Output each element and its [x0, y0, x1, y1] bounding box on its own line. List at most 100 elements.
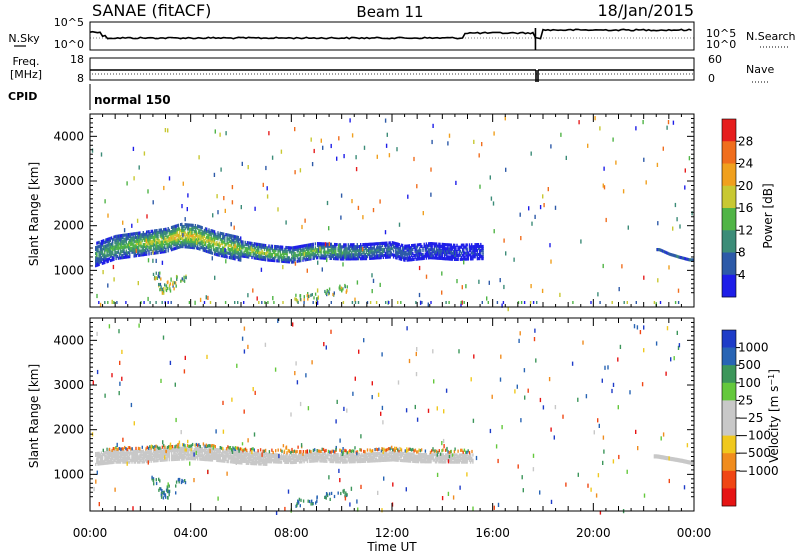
velocity-echo-cell — [226, 447, 227, 450]
power-echo-cell — [290, 246, 291, 249]
power-echo-cell — [272, 296, 273, 300]
power-echo-cell — [599, 301, 600, 304]
power-echo-cell — [228, 234, 229, 237]
power-echo-cell — [494, 229, 495, 233]
velocity-echo-cell — [174, 445, 175, 448]
velocity-ground-cell — [137, 450, 138, 453]
velocity-echo-cell — [320, 450, 321, 453]
power-echo-cell — [299, 294, 300, 297]
velocity-echo-cell — [330, 451, 331, 454]
velocity-echo-cell — [157, 446, 158, 449]
power-echo-cell — [445, 301, 446, 304]
power-echo-cell — [276, 259, 277, 262]
power-panel-frame — [90, 114, 694, 307]
power-echo-cell — [206, 295, 207, 299]
power-echo-cell — [169, 237, 170, 240]
power-colorbar-swatch — [722, 208, 736, 231]
power-echo-cell — [295, 294, 296, 297]
power-echo-cell — [346, 247, 347, 250]
noise-panel: N.Sky 10^5 10^0 10^5 10^0 N.Search — [8, 16, 795, 51]
power-echo-cell — [172, 248, 173, 251]
power-echo-cell — [370, 301, 371, 304]
power-echo-cell — [107, 214, 108, 218]
power-echo-cell — [130, 233, 131, 236]
power-echo-cell — [120, 256, 121, 259]
power-echo-cell — [172, 226, 173, 229]
power-echo-cell — [238, 248, 239, 251]
velocity-echo-cell — [183, 443, 184, 446]
power-echo-cell — [105, 244, 106, 247]
power-echo-cell — [385, 230, 386, 234]
power-echo-cell — [221, 232, 222, 235]
velocity-ground-cell — [374, 452, 375, 455]
power-echo-cell — [212, 256, 213, 260]
power-echo-cell — [590, 301, 591, 304]
velocity-echo-cell — [123, 447, 124, 450]
power-echo-cell — [176, 276, 177, 279]
power-echo-cell — [192, 234, 193, 237]
power-echo-cell — [675, 203, 676, 207]
power-echo-cell — [152, 250, 153, 254]
velocity-ground-cell — [392, 455, 393, 458]
power-echo-cell — [482, 245, 483, 248]
power-echo-cell — [318, 248, 319, 252]
velocity-echo-cell — [233, 447, 234, 450]
velocity-ground-cell — [461, 461, 462, 464]
velocity-echo-cell — [164, 446, 165, 449]
power-echo-cell — [350, 243, 351, 246]
power-echo-cell — [273, 249, 274, 252]
power-echo-cell — [107, 283, 108, 287]
power-echo-cell — [241, 250, 242, 253]
power-echo-cell — [206, 246, 207, 249]
velocity-ground-cell — [402, 459, 403, 462]
velocity-ground-cell — [217, 448, 218, 451]
power-echo-cell — [331, 301, 332, 304]
velocity-echo-cell — [376, 448, 377, 451]
power-echo-cell — [606, 218, 607, 222]
power-echo-cell — [131, 224, 132, 228]
power-echo-cell — [367, 243, 368, 246]
power-echo-cell — [400, 301, 401, 304]
velocity-ground-cell — [433, 453, 434, 456]
power-echo-cell — [315, 246, 316, 249]
power-echo-cell — [549, 243, 550, 247]
power-echo-cell — [248, 251, 249, 254]
velocity-echo-cell — [324, 450, 325, 453]
power-echo-cell — [266, 246, 267, 249]
velocity-ground-cell — [189, 457, 190, 460]
power-echo-cell — [102, 258, 103, 261]
power-echo-cell — [136, 249, 137, 253]
noise-left-label: N.Sky — [8, 32, 40, 45]
velocity-ground-cell — [95, 463, 96, 466]
power-echo-cell — [691, 211, 692, 215]
velocity-ground-cell — [332, 458, 333, 461]
velocity-echo-cell — [367, 448, 368, 451]
power-echo-cell — [175, 225, 176, 228]
power-echo-cell — [144, 233, 145, 236]
power-echo-cell — [520, 236, 521, 240]
power-echo-cell — [454, 244, 455, 247]
velocity-echo-cell — [377, 448, 378, 451]
velocity-ground-cell — [217, 454, 218, 457]
power-echo-cell — [497, 301, 498, 304]
power-echo-cell — [416, 246, 417, 249]
velocity-ground-cell — [332, 455, 333, 458]
power-echo-cell — [399, 255, 400, 258]
power-echo-cell — [102, 262, 103, 265]
power-echo-cell — [678, 301, 679, 304]
power-echo-cell — [325, 242, 326, 246]
power-echo-cell — [95, 246, 96, 249]
power-echo-cell — [377, 155, 378, 159]
velocity-ground-cell — [273, 459, 274, 462]
power-echo-cell — [448, 301, 449, 304]
velocity-echo-cell — [369, 449, 370, 452]
power-echo-cell — [173, 287, 174, 290]
power-echo-cell — [422, 253, 423, 256]
power-echo-cell — [604, 185, 605, 189]
velocity-ground-cell — [328, 458, 329, 461]
power-echo-cell — [159, 275, 160, 278]
power-echo-cell — [300, 168, 301, 172]
power-colorbar-label: Power [dB] — [761, 183, 775, 248]
power-echo-cell — [328, 249, 329, 252]
